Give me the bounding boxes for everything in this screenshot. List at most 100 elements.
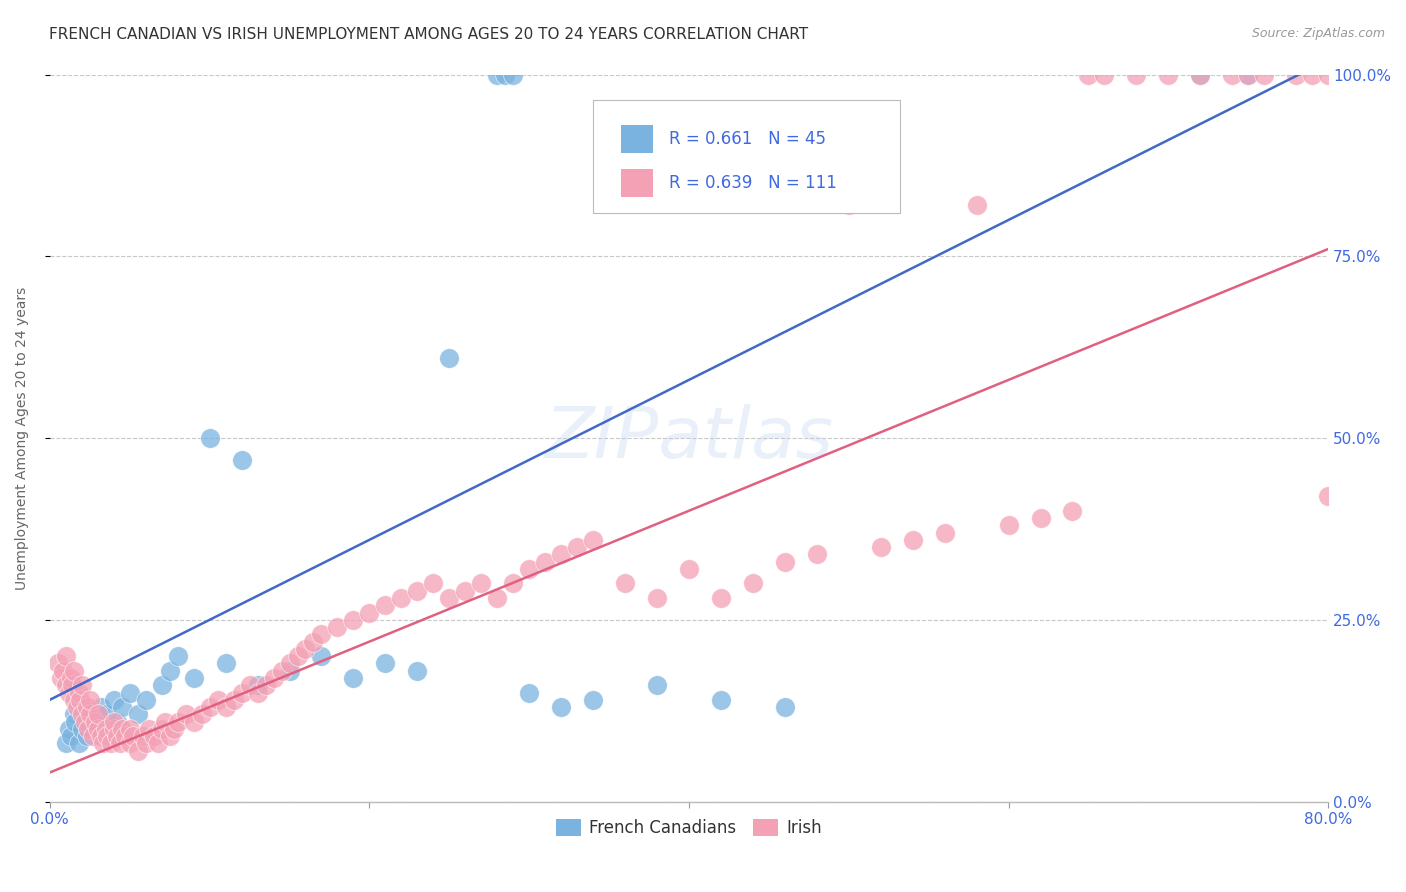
- Point: [82, 729, 104, 743]
- Point: [73, 707, 96, 722]
- Point: [422, 576, 444, 591]
- Point: [1317, 489, 1340, 503]
- Point: [103, 722, 125, 736]
- Point: [741, 576, 763, 591]
- Point: [342, 671, 364, 685]
- Point: [326, 620, 349, 634]
- Point: [1029, 511, 1052, 525]
- Point: [105, 714, 128, 729]
- Point: [710, 693, 733, 707]
- Point: [94, 707, 117, 722]
- Point: [374, 599, 396, 613]
- Point: [582, 693, 605, 707]
- Point: [486, 68, 509, 82]
- Point: [87, 707, 110, 722]
- Point: [79, 707, 101, 722]
- Point: [278, 664, 301, 678]
- Point: [270, 664, 292, 678]
- Point: [150, 678, 173, 692]
- Point: [246, 685, 269, 699]
- Point: [90, 700, 112, 714]
- Point: [1317, 68, 1340, 82]
- Point: [79, 693, 101, 707]
- Point: [73, 714, 96, 729]
- Point: [59, 671, 82, 685]
- Point: [207, 693, 229, 707]
- Point: [222, 693, 245, 707]
- Y-axis label: Unemployment Among Ages 20 to 24 years: Unemployment Among Ages 20 to 24 years: [15, 286, 30, 590]
- Point: [122, 729, 145, 743]
- Point: [1220, 68, 1243, 82]
- Point: [470, 576, 492, 591]
- Point: [111, 722, 134, 736]
- Point: [534, 555, 557, 569]
- Point: [614, 576, 637, 591]
- Point: [342, 613, 364, 627]
- Point: [79, 714, 101, 729]
- Point: [311, 627, 333, 641]
- Point: [183, 671, 205, 685]
- Point: [90, 729, 112, 743]
- Point: [645, 591, 668, 605]
- Point: [966, 198, 988, 212]
- Point: [1189, 68, 1212, 82]
- Point: [67, 685, 90, 699]
- Point: [148, 736, 170, 750]
- Point: [183, 714, 205, 729]
- Point: [46, 657, 69, 671]
- Point: [103, 714, 125, 729]
- Point: [62, 693, 84, 707]
- Point: [294, 641, 316, 656]
- Point: [302, 634, 325, 648]
- Bar: [621, 126, 654, 153]
- Point: [934, 525, 956, 540]
- Point: [1094, 68, 1116, 82]
- Point: [439, 351, 461, 365]
- Point: [62, 664, 84, 678]
- Point: [111, 700, 134, 714]
- Point: [70, 707, 93, 722]
- Point: [166, 649, 188, 664]
- Text: Source: ZipAtlas.com: Source: ZipAtlas.com: [1251, 27, 1385, 40]
- Point: [150, 722, 173, 736]
- Point: [486, 591, 509, 605]
- Point: [502, 68, 524, 82]
- Point: [174, 707, 197, 722]
- Point: [645, 678, 668, 692]
- Point: [1285, 68, 1308, 82]
- Point: [190, 707, 212, 722]
- Point: [1253, 68, 1275, 82]
- Point: [773, 700, 796, 714]
- Point: [55, 678, 77, 692]
- Point: [494, 68, 516, 82]
- Point: [127, 707, 149, 722]
- Point: [52, 664, 75, 678]
- Point: [67, 736, 90, 750]
- Point: [105, 729, 128, 743]
- Point: [550, 700, 572, 714]
- Point: [62, 707, 84, 722]
- Point: [374, 657, 396, 671]
- Point: [582, 533, 605, 547]
- FancyBboxPatch shape: [593, 100, 900, 212]
- Point: [565, 540, 588, 554]
- Point: [710, 591, 733, 605]
- Point: [135, 736, 157, 750]
- Point: [55, 649, 77, 664]
- Text: R = 0.661   N = 45: R = 0.661 N = 45: [668, 130, 825, 148]
- Point: [135, 693, 157, 707]
- Point: [55, 736, 77, 750]
- Point: [550, 547, 572, 561]
- Point: [214, 657, 236, 671]
- Point: [773, 555, 796, 569]
- Point: [214, 700, 236, 714]
- Point: [231, 685, 253, 699]
- Point: [76, 700, 98, 714]
- Point: [406, 664, 429, 678]
- Point: [1189, 68, 1212, 82]
- Point: [87, 722, 110, 736]
- Point: [59, 729, 82, 743]
- Point: [1062, 504, 1084, 518]
- Point: [901, 533, 924, 547]
- Point: [138, 722, 160, 736]
